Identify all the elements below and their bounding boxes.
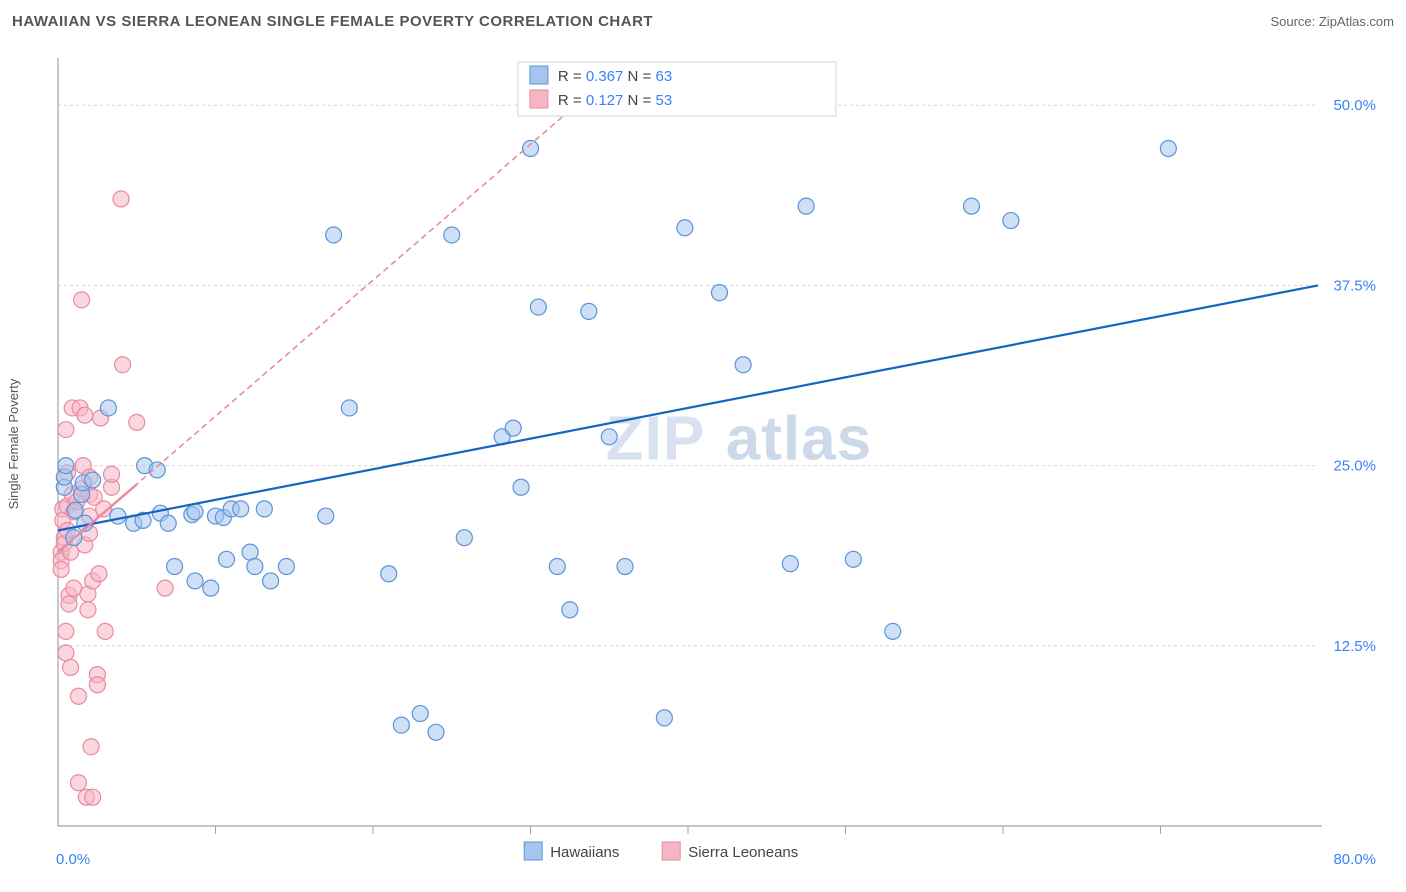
data-point: [513, 479, 529, 495]
chart-title: HAWAIIAN VS SIERRA LEONEAN SINGLE FEMALE…: [12, 13, 653, 30]
data-point: [530, 299, 546, 315]
data-point: [58, 458, 74, 474]
legend-swatch: [530, 66, 548, 84]
data-point: [53, 561, 69, 577]
data-point: [256, 501, 272, 517]
data-point: [83, 739, 99, 755]
data-point: [187, 504, 203, 520]
data-point: [129, 414, 145, 430]
data-point: [712, 285, 728, 301]
source-prefix: Source:: [1270, 14, 1318, 29]
data-point: [263, 573, 279, 589]
data-point: [677, 220, 693, 236]
data-point: [456, 530, 472, 546]
data-point: [97, 623, 113, 639]
data-point: [77, 407, 93, 423]
legend-stat: R = 0.127 N = 53: [558, 92, 672, 109]
svg-text:atlas: atlas: [726, 404, 872, 473]
data-point: [149, 462, 165, 478]
legend-swatch: [662, 842, 680, 860]
svg-text:50.0%: 50.0%: [1333, 97, 1376, 114]
data-point: [100, 400, 116, 416]
legend-swatch: [524, 842, 542, 860]
data-point: [104, 466, 120, 482]
data-point: [157, 580, 173, 596]
data-point: [203, 580, 219, 596]
data-point: [89, 677, 105, 693]
data-point: [167, 559, 183, 575]
data-point: [74, 292, 90, 308]
data-point: [58, 645, 74, 661]
data-point: [412, 706, 428, 722]
data-point: [115, 357, 131, 373]
legend-swatch: [530, 90, 548, 108]
data-point: [581, 303, 597, 319]
data-point: [428, 724, 444, 740]
source-name: ZipAtlas.com: [1319, 14, 1394, 29]
data-point: [964, 198, 980, 214]
data-point: [656, 710, 672, 726]
svg-text:0.0%: 0.0%: [56, 851, 90, 868]
data-point: [782, 556, 798, 572]
data-point: [1003, 213, 1019, 229]
data-point: [318, 508, 334, 524]
data-point: [505, 420, 521, 436]
source-label: Source: ZipAtlas.com: [1270, 14, 1394, 29]
data-point: [160, 515, 176, 531]
data-point: [1160, 140, 1176, 156]
data-point: [85, 472, 101, 488]
chart-area: ZIPatlasSingle Female Poverty12.5%25.0%3…: [0, 36, 1406, 892]
data-point: [242, 544, 258, 560]
data-point: [58, 422, 74, 438]
data-point: [247, 559, 263, 575]
svg-text:12.5%: 12.5%: [1333, 638, 1376, 655]
data-point: [326, 227, 342, 243]
data-point: [562, 602, 578, 618]
data-point: [617, 559, 633, 575]
data-point: [444, 227, 460, 243]
data-point: [70, 688, 86, 704]
data-point: [61, 596, 77, 612]
svg-text:37.5%: 37.5%: [1333, 277, 1376, 294]
data-point: [278, 559, 294, 575]
legend-stat: R = 0.367 N = 63: [558, 68, 672, 85]
data-point: [735, 357, 751, 373]
data-point: [58, 623, 74, 639]
data-point: [70, 775, 86, 791]
legend-label: Hawaiians: [550, 844, 619, 861]
data-point: [341, 400, 357, 416]
data-point: [549, 559, 565, 575]
data-point: [381, 566, 397, 582]
data-point: [393, 717, 409, 733]
data-point: [85, 789, 101, 805]
data-point: [80, 602, 96, 618]
svg-text:25.0%: 25.0%: [1333, 458, 1376, 475]
data-point: [798, 198, 814, 214]
data-point: [601, 429, 617, 445]
data-point: [63, 659, 79, 675]
data-point: [187, 573, 203, 589]
data-point: [233, 501, 249, 517]
data-point: [523, 140, 539, 156]
data-point: [885, 623, 901, 639]
legend-label: Sierra Leoneans: [688, 844, 798, 861]
svg-text:Single Female Poverty: Single Female Poverty: [6, 378, 21, 509]
data-point: [219, 551, 235, 567]
data-point: [110, 508, 126, 524]
svg-text:80.0%: 80.0%: [1333, 851, 1376, 868]
data-point: [113, 191, 129, 207]
data-point: [845, 551, 861, 567]
data-point: [91, 566, 107, 582]
